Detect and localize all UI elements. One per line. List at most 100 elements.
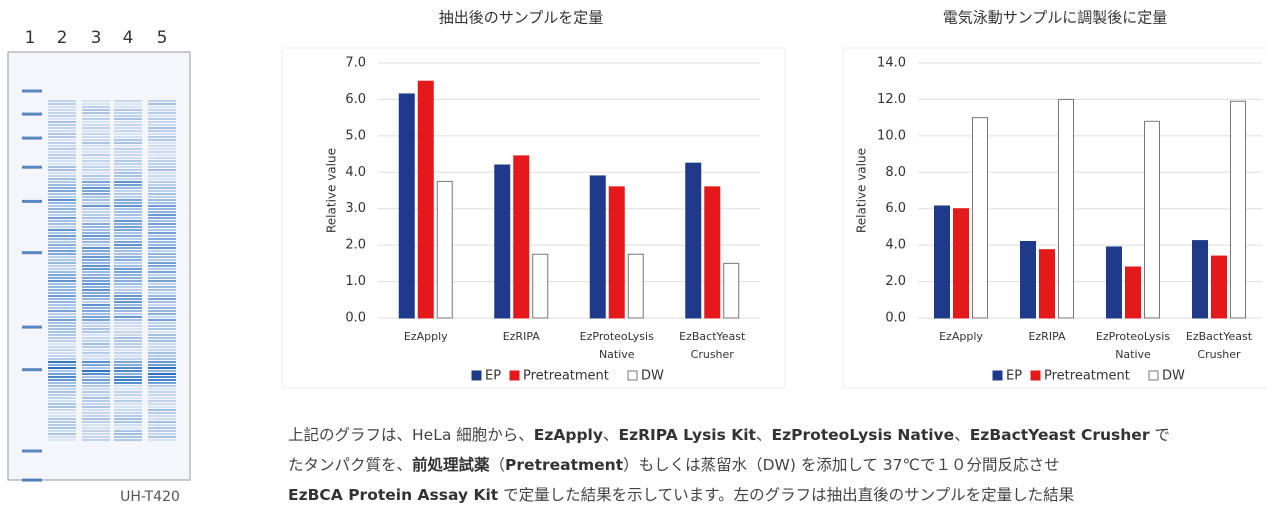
gel-band [82, 268, 110, 270]
gel-band [148, 322, 176, 324]
gel-band [82, 244, 110, 246]
gel-band [48, 280, 76, 282]
gel-band [82, 397, 110, 399]
gel-band [148, 220, 176, 222]
gel-band [48, 103, 76, 105]
gel-band [148, 373, 176, 375]
legend-swatch [509, 370, 520, 381]
gel-band [148, 226, 176, 228]
gel-band [22, 136, 42, 140]
gel-band [82, 205, 110, 207]
gel-band [48, 124, 76, 126]
gel-band [82, 427, 110, 429]
gel-band [48, 409, 76, 411]
gel-band [148, 256, 176, 258]
gel-band [48, 277, 76, 279]
gel-band [22, 199, 42, 203]
gel-band [114, 319, 142, 321]
gel-band [114, 208, 142, 210]
gel-band [82, 301, 110, 303]
x-tick-label: Native [599, 348, 635, 361]
gel-band [48, 433, 76, 435]
gel-band [114, 283, 142, 285]
text-run: 上記のグラフは、HeLa 細胞から、 [288, 426, 534, 444]
gel-band [82, 241, 110, 243]
gel-band [48, 169, 76, 171]
gel-band [48, 412, 76, 414]
gel-band [114, 310, 142, 312]
gel-band [114, 433, 142, 435]
chart-title: 抽出後のサンプルを定量 [439, 9, 604, 27]
gel-band [82, 223, 110, 225]
gel-band [82, 157, 110, 159]
gel-band [82, 295, 110, 297]
gel-band [48, 400, 76, 402]
gel-band [148, 391, 176, 393]
gel-band [114, 160, 142, 162]
bar [608, 186, 625, 319]
gel-band [114, 409, 142, 411]
gel-band [82, 274, 110, 276]
gel-band [148, 157, 176, 159]
gel-band [114, 259, 142, 261]
gel-band [82, 394, 110, 396]
y-tick-label: 6.0 [885, 201, 906, 216]
gel-band [148, 187, 176, 189]
gel-band [48, 334, 76, 336]
gel-band [22, 325, 42, 329]
gel-band [148, 328, 176, 330]
bar [934, 205, 950, 319]
gel-band [82, 385, 110, 387]
gel-band [48, 178, 76, 180]
gel-band [82, 379, 110, 381]
gel-band [114, 358, 142, 360]
gel-band [114, 103, 142, 105]
legend-label: EP [485, 369, 501, 384]
text-run: で定量した結果を示しています。左のグラフは抽出直後のサンプルを定量した結果 [498, 486, 1075, 504]
y-tick-label: 2.0 [885, 274, 906, 289]
bar [627, 253, 644, 319]
gel-band [82, 190, 110, 192]
gel-band [48, 130, 76, 132]
gel-band [82, 298, 110, 300]
gel-band [48, 286, 76, 288]
gel-band [148, 394, 176, 396]
gel-band [114, 376, 142, 378]
legend-label: DW [1162, 369, 1185, 384]
gel-band [82, 148, 110, 150]
gel-band [82, 370, 110, 372]
gel-band [82, 337, 110, 339]
legend-swatch [471, 370, 482, 381]
gel-band [82, 382, 110, 384]
gel-band [114, 301, 142, 303]
y-tick-label: 1.0 [345, 274, 366, 289]
gel-band [82, 346, 110, 348]
gel-band [82, 283, 110, 285]
gel-band [114, 214, 142, 216]
gel-band [148, 112, 176, 114]
gel-band [82, 361, 110, 363]
gel-band [114, 247, 142, 249]
gel-band [48, 421, 76, 423]
gel-band [114, 109, 142, 111]
gel-band [114, 148, 142, 150]
gel-band [114, 163, 142, 165]
gel-band [82, 115, 110, 117]
chart-title: 電気泳動サンプルに調製後に定量 [943, 9, 1168, 27]
gel-band [148, 103, 176, 105]
gel-band [82, 253, 110, 255]
gel-band [82, 343, 110, 345]
gel-band [82, 307, 110, 309]
gel-band [148, 352, 176, 354]
gel-band [48, 241, 76, 243]
gel-band [148, 124, 176, 126]
bar [398, 93, 415, 319]
y-tick-label: 3.0 [345, 201, 366, 216]
gel-band [114, 439, 142, 441]
gel-band [48, 172, 76, 174]
y-tick-label: 2.0 [345, 238, 366, 253]
gel-band [148, 385, 176, 387]
gel-band [82, 181, 110, 183]
gel-band [148, 319, 176, 321]
gel-band [22, 112, 42, 116]
